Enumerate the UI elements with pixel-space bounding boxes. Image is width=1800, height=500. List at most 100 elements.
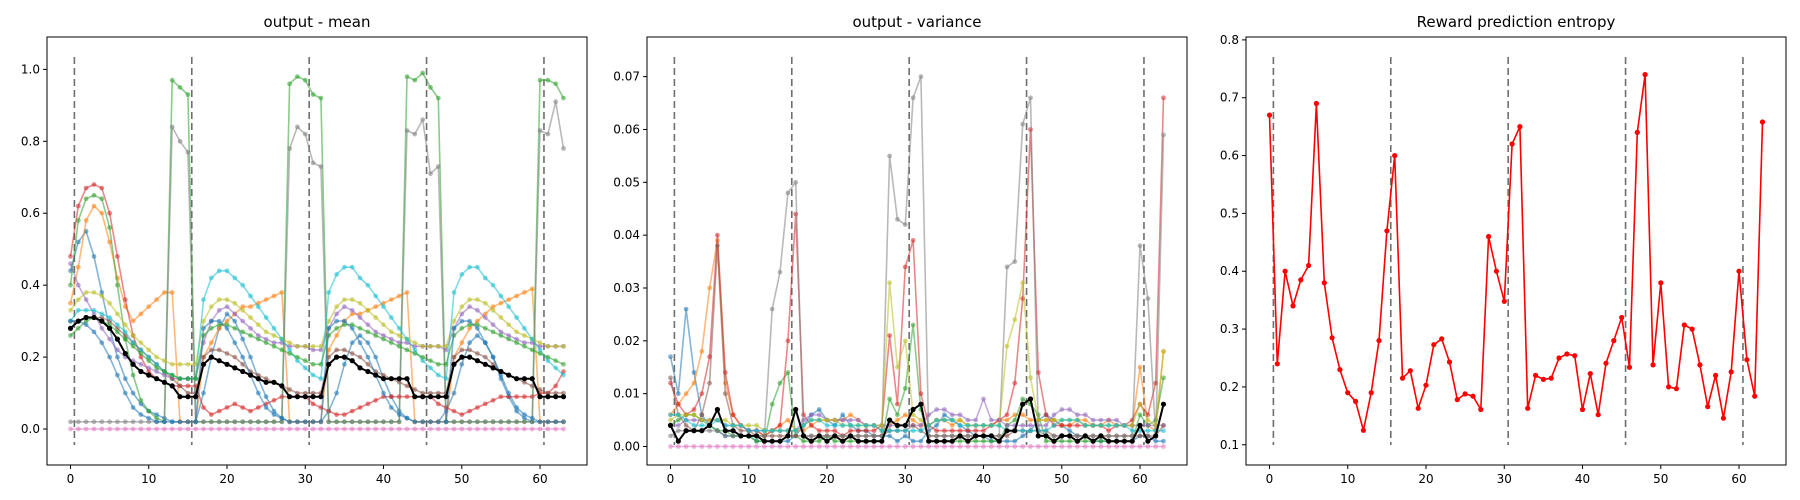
- data-point: [529, 419, 535, 425]
- data-point: [910, 406, 916, 413]
- data-point: [691, 444, 697, 449]
- data-point: [1082, 444, 1088, 449]
- data-point: [349, 297, 355, 302]
- data-point: [490, 304, 496, 310]
- y-tick-label: 1.0: [21, 62, 40, 76]
- data-point: [404, 415, 410, 421]
- data-point: [668, 444, 673, 449]
- data-point: [895, 216, 900, 222]
- data-point: [506, 419, 512, 425]
- data-point: [490, 361, 496, 367]
- data-point: [1137, 444, 1143, 449]
- data-point: [996, 423, 1002, 428]
- panel-reward-prediction-entropy: Reward prediction entropy 0 10 20 30 40 50 600…: [1220, 13, 1787, 486]
- data-point: [107, 336, 112, 342]
- data-point: [91, 329, 97, 335]
- data-point: [537, 347, 543, 353]
- data-point: [68, 318, 73, 324]
- data-point: [459, 354, 465, 360]
- data-point: [926, 444, 932, 449]
- data-point: [271, 325, 277, 331]
- data-point: [475, 307, 480, 313]
- data-point: [146, 415, 152, 421]
- data-point: [895, 412, 900, 418]
- data-point: [107, 354, 112, 360]
- data-point: [1619, 314, 1625, 321]
- data-point: [271, 412, 277, 417]
- data-point: [957, 423, 963, 428]
- data-point: [848, 438, 853, 444]
- data-point: [1153, 433, 1159, 439]
- data-point: [1313, 100, 1319, 107]
- data-point: [981, 423, 986, 428]
- data-point: [396, 376, 402, 382]
- data-point: [895, 438, 900, 444]
- data-point: [1439, 336, 1445, 342]
- data-point: [490, 322, 496, 328]
- data-point: [365, 307, 371, 313]
- data-point: [537, 419, 543, 425]
- data-point: [1161, 132, 1166, 138]
- data-point: [193, 394, 199, 400]
- data-point: [863, 423, 869, 428]
- data-point: [561, 426, 566, 432]
- data-point: [467, 354, 473, 360]
- data-point: [208, 318, 214, 324]
- data-point: [832, 423, 838, 428]
- data-point: [451, 354, 457, 360]
- data-point: [840, 433, 846, 439]
- data-point: [357, 354, 363, 360]
- data-point: [287, 419, 292, 425]
- data-point: [675, 428, 681, 434]
- data-point: [1161, 428, 1166, 434]
- data-point: [381, 304, 386, 310]
- data-point: [185, 390, 191, 396]
- data-point: [1556, 355, 1562, 361]
- data-point: [122, 329, 128, 335]
- data-point: [475, 264, 480, 270]
- data-point: [490, 282, 496, 288]
- data-point: [263, 379, 269, 385]
- data-point: [162, 426, 167, 432]
- data-point: [887, 428, 892, 434]
- data-point: [1043, 444, 1049, 449]
- data-point: [1059, 423, 1065, 428]
- data-point: [553, 358, 559, 364]
- x-tick-label: 30: [898, 472, 913, 486]
- data-point: [957, 444, 963, 449]
- data-point: [68, 261, 73, 266]
- data-point: [177, 426, 183, 432]
- data-point: [1454, 397, 1460, 403]
- data-point: [918, 428, 924, 434]
- data-point: [435, 426, 441, 432]
- data-point: [255, 372, 261, 378]
- data-point: [1028, 423, 1033, 428]
- data-point: [522, 426, 527, 432]
- data-point: [1650, 362, 1656, 368]
- data-point: [988, 417, 994, 423]
- data-point: [467, 347, 472, 353]
- data-point: [769, 444, 775, 449]
- data-point: [412, 131, 418, 137]
- data-point: [459, 325, 465, 331]
- data-point: [902, 433, 908, 439]
- data-point: [1493, 268, 1499, 274]
- data-point: [1043, 417, 1049, 423]
- data-point: [388, 329, 394, 335]
- data-point: [1407, 368, 1413, 374]
- data-point: [1368, 390, 1374, 396]
- data-point: [1090, 423, 1096, 428]
- data-point: [1137, 364, 1143, 370]
- data-point: [1306, 262, 1312, 269]
- data-point: [1004, 417, 1010, 423]
- data-point: [1736, 268, 1742, 274]
- data-point: [435, 95, 441, 101]
- data-point: [342, 361, 347, 367]
- data-point: [949, 444, 955, 449]
- y-tick-label: 0.03: [613, 281, 640, 295]
- data-point: [185, 376, 191, 382]
- data-point: [310, 92, 316, 97]
- plot-area: 0 10 20 30 40 50 60 0.0 0.2 0.4 0.6 0.8 1.0: [21, 36, 588, 486]
- data-point: [122, 390, 128, 396]
- data-point: [715, 232, 720, 238]
